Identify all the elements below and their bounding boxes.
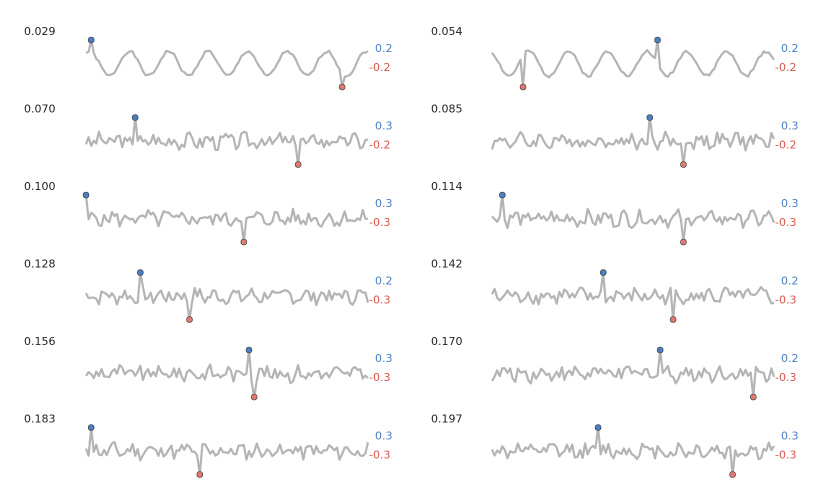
series-line — [490, 426, 775, 476]
min-value-label: -0.3 — [775, 294, 796, 307]
min-point-marker — [680, 161, 687, 168]
min-point-marker — [196, 471, 204, 478]
max-point-marker — [137, 269, 144, 276]
min-point-marker — [186, 316, 193, 323]
min-value-label: -0.2 — [369, 139, 390, 152]
sparkline-panel: 0.085 0.3 -0.2 — [431, 103, 799, 168]
sparkline-panel: 0.142 0.2 -0.3 — [431, 258, 799, 323]
min-value-label: -0.3 — [775, 216, 796, 229]
min-point-marker — [240, 238, 248, 246]
panel-label: 0.128 — [24, 258, 56, 271]
min-value-label: -0.3 — [369, 449, 390, 462]
sparkline-panel: 0.170 0.2 -0.3 — [431, 335, 799, 401]
min-value-label: -0.2 — [775, 139, 796, 152]
panel-label: 0.054 — [431, 25, 463, 38]
panel-label: 0.114 — [431, 180, 463, 193]
sparkline-panel: 0.029 0.2 -0.2 — [24, 25, 393, 91]
min-value-label: -0.2 — [775, 61, 796, 74]
max-point-marker — [87, 36, 95, 44]
max-value-label: 0.3 — [781, 120, 799, 133]
panel-label: 0.183 — [24, 413, 56, 426]
max-value-label: 0.3 — [375, 430, 393, 443]
series-line — [84, 116, 369, 166]
panel-label: 0.070 — [24, 103, 56, 116]
sparkline-panel: 0.128 0.2 -0.3 — [24, 258, 393, 323]
max-point-marker — [646, 114, 654, 121]
max-point-marker — [594, 424, 602, 431]
min-point-marker — [729, 471, 736, 478]
series-line — [85, 348, 369, 399]
min-point-marker — [750, 393, 757, 401]
min-point-marker — [338, 83, 346, 91]
panel-label: 0.170 — [431, 335, 463, 348]
sparkline-panel: 0.100 0.3 -0.3 — [24, 180, 393, 246]
max-value-label: 0.3 — [781, 197, 799, 210]
max-value-label: 0.2 — [781, 42, 799, 55]
max-point-marker — [245, 346, 253, 354]
min-value-label: -0.3 — [369, 371, 390, 384]
max-value-label: 0.3 — [375, 120, 393, 133]
sparkline-panel: 0.156 0.3 -0.3 — [24, 335, 393, 401]
series-line — [491, 193, 776, 244]
panel-label: 0.029 — [24, 25, 56, 38]
min-point-marker — [680, 238, 687, 246]
min-value-label: -0.2 — [369, 61, 390, 74]
sparkline-panel: 0.070 0.3 -0.2 — [24, 103, 393, 168]
min-value-label: -0.3 — [369, 216, 390, 229]
series-line — [491, 271, 775, 321]
max-point-marker — [131, 114, 139, 121]
panel-label: 0.156 — [24, 335, 56, 348]
max-point-marker — [82, 191, 90, 199]
series-line — [85, 38, 369, 89]
min-point-marker — [250, 393, 258, 401]
min-point-marker — [519, 83, 527, 91]
sparkline-panel: 0.197 0.3 -0.3 — [431, 413, 799, 478]
max-value-label: 0.3 — [375, 352, 393, 365]
max-value-label: 0.3 — [375, 197, 393, 210]
series-line — [84, 426, 370, 476]
min-value-label: -0.3 — [775, 371, 796, 384]
series-line — [491, 348, 776, 399]
max-point-marker — [87, 424, 95, 431]
panel-label: 0.197 — [431, 413, 463, 426]
max-point-marker — [656, 346, 664, 354]
panel-label: 0.100 — [24, 180, 56, 193]
max-value-label: 0.2 — [375, 42, 393, 55]
sparkline-panel: 0.054 0.2 -0.2 — [431, 25, 799, 91]
panel-label: 0.085 — [431, 103, 463, 116]
series-line — [84, 194, 369, 244]
max-point-marker — [599, 269, 607, 276]
max-value-label: 0.2 — [781, 352, 799, 365]
series-line — [491, 38, 775, 89]
max-value-label: 0.3 — [781, 430, 799, 443]
min-point-marker — [669, 316, 677, 323]
max-value-label: 0.2 — [375, 275, 393, 288]
max-value-label: 0.2 — [781, 275, 799, 288]
min-value-label: -0.3 — [369, 294, 390, 307]
max-point-marker — [654, 36, 661, 44]
min-value-label: -0.3 — [775, 449, 796, 462]
min-point-marker — [294, 161, 302, 168]
panel-label: 0.142 — [431, 258, 463, 271]
series-line — [490, 116, 776, 166]
series-line — [85, 271, 370, 321]
sparkline-panel: 0.114 0.3 -0.3 — [431, 180, 799, 246]
max-point-marker — [499, 191, 506, 199]
sparkline-panel: 0.183 0.3 -0.3 — [24, 413, 393, 478]
